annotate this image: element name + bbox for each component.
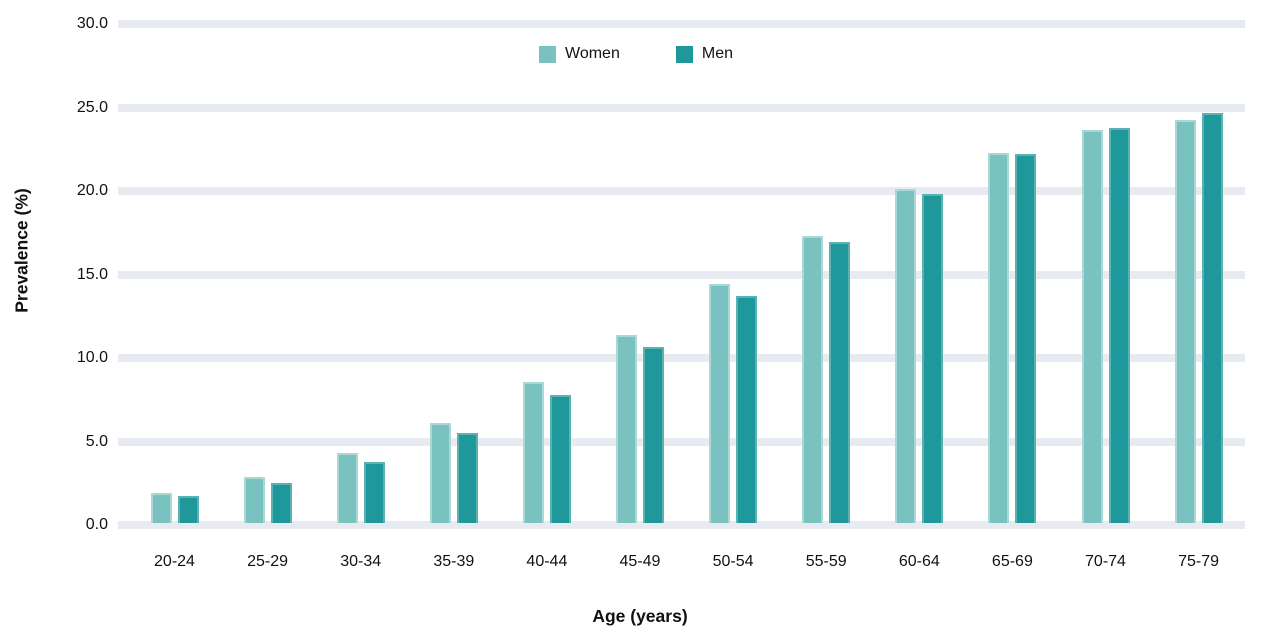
gridline-band xyxy=(118,103,1245,112)
bar-men-70-74 xyxy=(1108,127,1130,523)
bar-women-25-29 xyxy=(243,476,265,523)
gridline-band xyxy=(118,437,1245,446)
bar-women-75-79 xyxy=(1174,119,1196,523)
x-axis-tick-label: 20-24 xyxy=(154,553,195,570)
gridline-band xyxy=(118,354,1245,362)
bar-men-75-79 xyxy=(1201,112,1223,523)
x-axis-tick-label: 65-69 xyxy=(991,553,1033,570)
x-axis-tick-label: 70-74 xyxy=(1085,553,1126,570)
x-axis-tick-label: 60-64 xyxy=(898,553,940,570)
legend-swatch-men xyxy=(675,45,693,63)
bar-men-25-29 xyxy=(270,483,292,523)
bar-women-45-49 xyxy=(616,335,637,523)
bar-women-30-34 xyxy=(336,453,358,523)
legend-label: Men xyxy=(701,45,733,62)
x-axis-title: Age (years) xyxy=(592,606,688,626)
x-axis-tick-label: 45-49 xyxy=(619,553,661,570)
y-axis-tick-label: 0.0 xyxy=(85,516,108,533)
bar-women-65-69 xyxy=(988,152,1010,523)
x-axis-tick-label: 50-54 xyxy=(712,553,754,570)
gridline-band xyxy=(118,521,1245,529)
bar-women-55-59 xyxy=(802,235,824,523)
legend-item-women: Women xyxy=(539,45,620,63)
y-axis-tick-label: 20.0 xyxy=(76,182,108,199)
legend-item-men: Men xyxy=(675,45,733,63)
bar-women-60-64 xyxy=(895,189,917,523)
bar-men-40-44 xyxy=(549,395,571,523)
legend-label: Women xyxy=(565,45,620,62)
chart-legend: Women Men xyxy=(0,45,1272,63)
x-axis-tick-label: 75-79 xyxy=(1178,553,1220,570)
x-axis-tick-label: 25-29 xyxy=(247,553,289,570)
bar-men-45-49 xyxy=(643,347,664,523)
bar-women-50-54 xyxy=(709,283,731,523)
gridline-band xyxy=(118,20,1245,28)
x-axis-tick-label: 40-44 xyxy=(526,553,568,570)
bar-women-70-74 xyxy=(1081,129,1103,523)
bar-women-40-44 xyxy=(522,381,544,523)
gridline-band xyxy=(118,187,1245,195)
gridline-band xyxy=(118,270,1245,279)
bar-men-55-59 xyxy=(829,242,851,523)
bar-men-35-39 xyxy=(456,433,478,523)
y-axis-tick-label: 10.0 xyxy=(76,349,108,366)
bar-men-20-24 xyxy=(177,496,199,523)
y-axis-tick-label: 5.0 xyxy=(85,432,108,450)
x-axis-tick-label: 55-59 xyxy=(805,553,847,570)
y-axis-tick-label: 25.0 xyxy=(76,98,108,116)
bar-men-30-34 xyxy=(363,461,385,523)
y-axis-tick-label: 15.0 xyxy=(76,265,108,283)
bar-women-20-24 xyxy=(150,493,172,523)
bar-women-35-39 xyxy=(429,423,451,523)
y-axis-tick-label: 30.0 xyxy=(76,15,108,32)
bar-men-60-64 xyxy=(922,194,944,523)
x-axis-tick-label: 35-39 xyxy=(433,553,475,570)
legend-swatch-women xyxy=(539,45,557,63)
bar-men-50-54 xyxy=(736,295,758,523)
x-axis-tick-label: 30-34 xyxy=(340,553,382,570)
bar-men-65-69 xyxy=(1015,154,1037,523)
